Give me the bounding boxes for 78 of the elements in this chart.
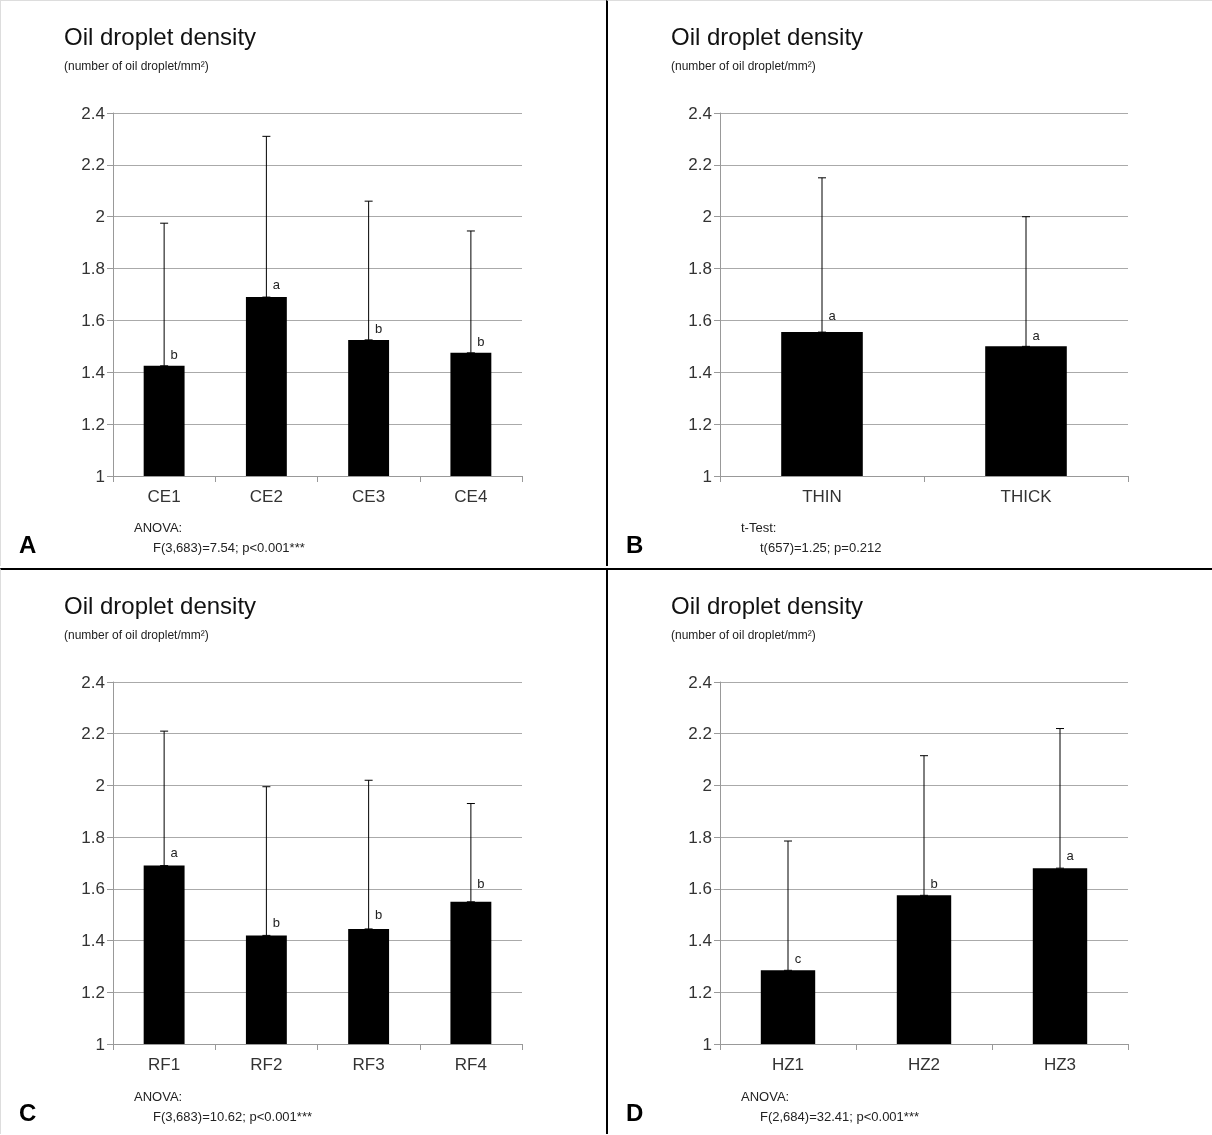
y-tick-label: 2.4 (81, 672, 105, 692)
text: t-Test: (741, 520, 777, 535)
annotation: b (272, 914, 280, 930)
y-tick-label: 1.2 (688, 982, 712, 1002)
y-tick-label: 2 (702, 207, 712, 227)
y-tick-label: 1 (95, 466, 105, 486)
annotation: b (930, 876, 938, 892)
x-tick-label: CE3 (352, 487, 386, 506)
x-tick-label: CE4 (454, 487, 488, 506)
y-tick-label: 1.4 (81, 931, 105, 951)
y-tick-label: 1.4 (81, 362, 105, 382)
x-tick-label: CE2 (249, 487, 283, 506)
y-tick-label: 2.2 (81, 724, 105, 744)
x-tick-label: RF3 (352, 1055, 385, 1074)
y-tick-label: 1.2 (688, 414, 712, 434)
annotation: a (170, 845, 179, 861)
y-tick-label: 2.2 (81, 155, 105, 175)
y-tick-label: 1.8 (81, 827, 105, 847)
y-tick-label: 2.4 (688, 103, 712, 123)
y-tick-label: 2 (95, 207, 105, 227)
y-tick-label: 1.2 (81, 982, 105, 1002)
annotation: b (375, 320, 383, 336)
x-tick-label: THIN (802, 487, 842, 506)
text: B (626, 530, 644, 558)
text: ANOVA: (741, 1089, 790, 1104)
text: C (19, 1098, 37, 1126)
x-tick-label: HZ1 (771, 1055, 805, 1074)
y-tick-label: 1.2 (81, 414, 105, 434)
text: F(3,683)=7.54; p<0.001*** (153, 540, 305, 555)
chart-title: Oil droplet density (671, 22, 864, 50)
chart-title: Oil droplet density (64, 22, 257, 50)
y-tick-label: 1.8 (688, 827, 712, 847)
chart-title: Oil droplet density (671, 591, 864, 619)
chart-title: Oil droplet density (64, 591, 257, 619)
x-tick-label: HZ2 (907, 1055, 941, 1074)
x-tick-label: THICK (1000, 487, 1053, 506)
chart-subtitle: (number of oil droplet/mm²) (64, 59, 209, 73)
text: F(3,683)=10.62; p<0.001*** (153, 1109, 313, 1124)
y-tick-label: 2 (702, 775, 712, 795)
y-tick-label: 2.2 (688, 155, 712, 175)
y-tick-label: 1.6 (688, 879, 712, 899)
x-tick-label: RF1 (148, 1055, 181, 1074)
text: ANOVA: (134, 1089, 183, 1104)
chart-subtitle: (number of oil droplet/mm²) (671, 59, 816, 73)
annotation: a (828, 307, 837, 323)
annotation: b (170, 346, 178, 362)
x-tick-label: HZ3 (1043, 1055, 1077, 1074)
x-tick-label: RF2 (250, 1055, 283, 1074)
annotation: c (794, 951, 802, 967)
y-tick-label: 2.2 (688, 724, 712, 744)
y-tick-label: 1.4 (688, 931, 712, 951)
y-tick-label: 1 (702, 466, 712, 486)
y-tick-label: 1.6 (81, 310, 105, 330)
y-tick-label: 2 (95, 775, 105, 795)
text: t(657)=1.25; p=0.212 (760, 540, 882, 555)
y-tick-label: 1.6 (81, 879, 105, 899)
annotation: a (1032, 328, 1041, 344)
y-tick-label: 1.4 (688, 362, 712, 382)
x-tick-label: RF4 (454, 1055, 487, 1074)
annotation: a (1066, 847, 1075, 863)
chart-subtitle: (number of oil droplet/mm²) (64, 628, 209, 642)
y-tick-label: 1.8 (81, 259, 105, 279)
text: D (626, 1098, 644, 1126)
annotation: b (477, 876, 485, 892)
annotation: b (375, 907, 383, 923)
annotation: a (272, 276, 281, 292)
text: ANOVA: (134, 520, 183, 535)
y-tick-label: 1 (95, 1034, 105, 1054)
y-tick-label: 1.8 (688, 259, 712, 279)
chart-subtitle: (number of oil droplet/mm²) (671, 628, 816, 642)
x-tick-label: CE1 (147, 487, 181, 506)
y-tick-label: 2.4 (81, 103, 105, 123)
y-tick-label: 1 (702, 1034, 712, 1054)
y-tick-label: 2.4 (688, 672, 712, 692)
text: A (19, 530, 37, 558)
y-tick-label: 1.6 (688, 310, 712, 330)
text: F(2,684)=32.41; p<0.001*** (760, 1109, 920, 1124)
annotation: b (477, 333, 485, 349)
